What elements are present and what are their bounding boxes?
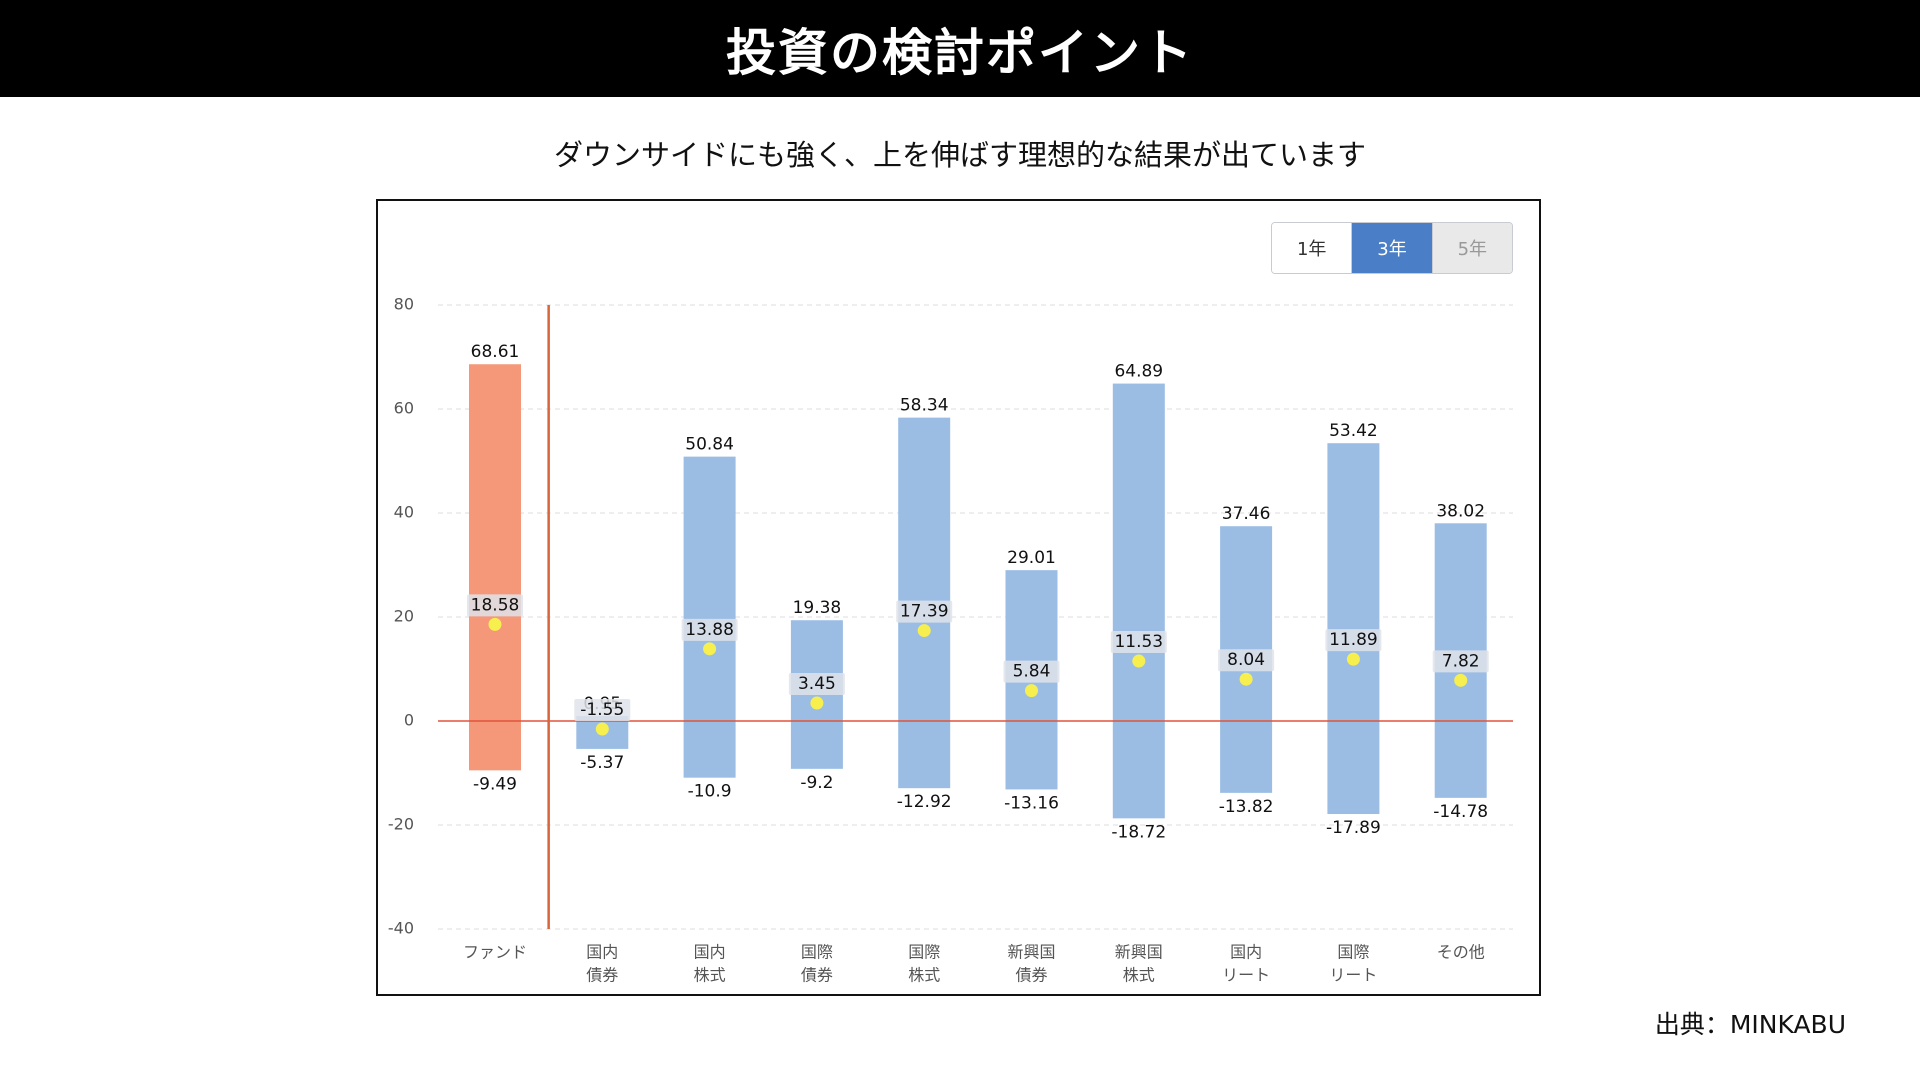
range-bar xyxy=(1327,443,1380,815)
median-value-label: 3.45 xyxy=(798,674,836,694)
median-label-box xyxy=(1003,660,1060,683)
median-dot xyxy=(1454,673,1468,687)
median-dot xyxy=(1346,652,1360,666)
x-category-label: リート xyxy=(1329,966,1377,985)
range-bar xyxy=(1112,383,1165,819)
x-category-label: 国内 xyxy=(694,943,726,962)
low-value-label: -9.2 xyxy=(800,773,833,793)
period-button-1y[interactable]: 1年 xyxy=(1272,223,1353,273)
median-label-box xyxy=(788,673,845,696)
high-value-label: 37.46 xyxy=(1222,504,1271,524)
median-label-box xyxy=(1432,650,1489,673)
low-value-label: -17.89 xyxy=(1326,818,1381,838)
median-value-label: 17.39 xyxy=(900,602,949,622)
y-tick-label: 20 xyxy=(394,607,414,626)
x-category-label: 債券 xyxy=(801,966,833,985)
median-dot xyxy=(703,642,717,656)
x-category-label: 債券 xyxy=(586,966,618,985)
x-category-label: 株式 xyxy=(908,966,940,985)
high-value-label: 50.84 xyxy=(685,435,734,455)
low-value-label: -10.9 xyxy=(688,782,732,802)
period-button-3y[interactable]: 3年 xyxy=(1352,223,1433,273)
chart-frame: 806040200-20-4068.61-9.4918.580.95-5.37-… xyxy=(376,199,1541,996)
high-value-label: 29.01 xyxy=(1007,548,1056,568)
x-category-label: 国際 xyxy=(908,943,940,962)
period-toggle: 1年 3年 5年 xyxy=(1271,222,1513,274)
x-category-label: リート xyxy=(1222,966,1270,985)
high-value-label: 38.02 xyxy=(1436,501,1485,521)
high-value-label: 53.42 xyxy=(1329,421,1378,441)
source-credit: 出典：MINKABU xyxy=(1654,1010,1846,1039)
low-value-label: -13.82 xyxy=(1219,797,1274,817)
median-label-box xyxy=(896,600,953,623)
median-dot xyxy=(917,624,931,638)
low-value-label: -5.37 xyxy=(580,753,624,773)
x-category-label: 新興国 xyxy=(1115,943,1163,962)
median-dot xyxy=(1132,654,1146,668)
x-category-label: その他 xyxy=(1437,943,1485,962)
period-button-5y[interactable]: 5年 xyxy=(1432,223,1512,273)
page-title: 投資の検討ポイント xyxy=(0,0,1920,97)
low-value-label: -9.49 xyxy=(473,774,517,794)
high-value-label: 58.34 xyxy=(900,396,949,416)
median-dot xyxy=(810,696,824,710)
median-label-box xyxy=(1110,631,1167,654)
high-value-label: 19.38 xyxy=(793,598,842,618)
median-value-label: 5.84 xyxy=(1013,662,1051,682)
range-chart: 806040200-20-4068.61-9.4918.580.95-5.37-… xyxy=(388,295,1513,985)
y-tick-label: -20 xyxy=(388,815,414,834)
median-value-label: 7.82 xyxy=(1442,651,1480,671)
median-dot xyxy=(1025,684,1038,698)
x-category-label: 国際 xyxy=(801,943,833,962)
y-tick-label: 40 xyxy=(394,503,414,522)
median-dot xyxy=(488,617,502,631)
median-label-box xyxy=(681,618,738,641)
x-category-label: 新興国 xyxy=(1007,943,1055,962)
x-category-label: 株式 xyxy=(1123,966,1155,985)
page-title-text: 投資の検討ポイント xyxy=(726,23,1194,82)
high-value-label: 64.89 xyxy=(1114,362,1163,382)
median-label-box xyxy=(467,594,523,617)
low-value-label: -12.92 xyxy=(897,792,952,812)
y-tick-label: -40 xyxy=(388,919,414,938)
range-bar xyxy=(683,456,736,778)
low-value-label: -14.78 xyxy=(1433,802,1488,822)
x-category-label: 債券 xyxy=(1015,966,1047,985)
y-tick-label: 80 xyxy=(394,295,414,314)
subtitle: ダウンサイドにも強く、上を伸ばす理想的な結果が出ています xyxy=(553,138,1366,172)
median-label-box xyxy=(1218,649,1275,672)
median-label-box xyxy=(574,699,631,722)
x-category-label: 国内 xyxy=(1230,943,1262,962)
median-value-label: 8.04 xyxy=(1227,650,1265,670)
median-dot xyxy=(1239,672,1253,686)
median-dot xyxy=(595,722,609,736)
median-value-label: 11.53 xyxy=(1114,632,1163,652)
y-tick-label: 60 xyxy=(394,399,414,418)
y-tick-label: 0 xyxy=(404,711,414,730)
high-value-label: 68.61 xyxy=(471,342,520,362)
x-category-label: 国内 xyxy=(586,943,618,962)
median-value-label: 11.89 xyxy=(1329,630,1378,650)
median-value-label: -1.55 xyxy=(580,700,624,720)
median-value-label: 18.58 xyxy=(471,595,520,615)
median-label-box xyxy=(1325,629,1382,652)
x-category-label: 国際 xyxy=(1337,943,1369,962)
x-category-label: 株式 xyxy=(694,966,726,985)
median-value-label: 13.88 xyxy=(685,620,734,640)
low-value-label: -13.16 xyxy=(1004,793,1059,813)
range-bar xyxy=(469,364,521,771)
x-category-label: ファンド xyxy=(463,943,527,962)
low-value-label: -18.72 xyxy=(1111,822,1166,842)
